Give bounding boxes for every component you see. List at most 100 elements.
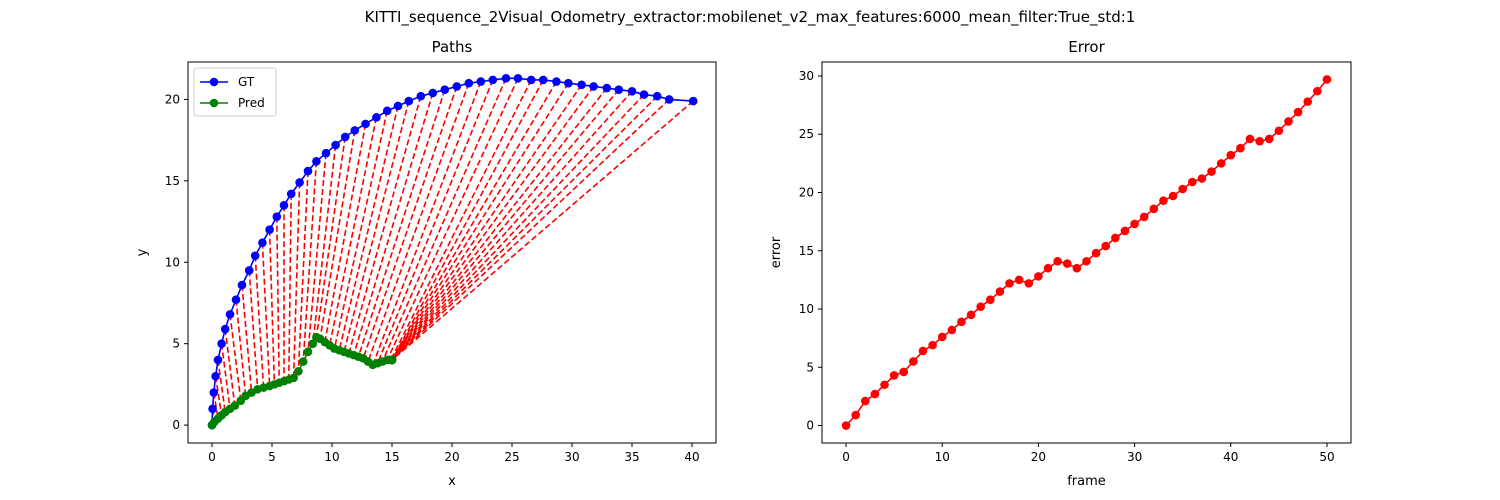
- error-point: [1014, 275, 1024, 285]
- error-point: [1178, 184, 1187, 194]
- gt-point: [250, 251, 260, 261]
- error-point: [1293, 107, 1303, 117]
- error-point: [928, 340, 937, 350]
- gt-point: [272, 212, 282, 221]
- y-tick-label: 25: [799, 127, 814, 141]
- error-connector-line: [376, 79, 494, 364]
- error-point: [1043, 263, 1053, 273]
- gt-point: [452, 82, 462, 91]
- gt-point: [464, 78, 474, 88]
- error-connector-line: [319, 130, 356, 339]
- error-point: [986, 295, 995, 304]
- error-connector-line: [381, 77, 507, 362]
- error-point: [1226, 150, 1236, 160]
- gt-point: [217, 339, 226, 348]
- gt-point: [589, 82, 598, 91]
- data-layer: [207, 73, 698, 430]
- gt-point: [303, 166, 313, 176]
- gt-point: [331, 140, 340, 150]
- gt-point: [614, 85, 624, 94]
- x-tick-label: 0: [208, 450, 216, 464]
- x-tick-label: 10: [324, 450, 339, 464]
- x-tick-label: 25: [504, 450, 519, 464]
- error-connector-line: [324, 123, 367, 343]
- gt-point: [237, 280, 247, 290]
- gt-point: [350, 126, 360, 135]
- gt-point: [577, 80, 586, 90]
- error-point: [889, 371, 899, 380]
- y-tick-label: 20: [799, 185, 814, 199]
- error-connector-line: [391, 100, 694, 361]
- error-point: [1053, 256, 1062, 266]
- error-connector-line: [235, 299, 247, 396]
- error-point: [1313, 86, 1322, 96]
- error-connector-line: [224, 328, 236, 406]
- error-connector-line: [229, 314, 242, 401]
- error-connector-line: [391, 79, 544, 361]
- gt-point: [428, 88, 438, 98]
- y-axis-label: error: [769, 236, 784, 268]
- data-layer: [841, 75, 1332, 430]
- y-tick-label: 0: [172, 418, 180, 432]
- gt-point: [538, 75, 548, 85]
- error-connector-line: [391, 89, 620, 361]
- pred-point: [298, 357, 308, 366]
- x-tick-label: 20: [1031, 450, 1046, 464]
- gt-point: [340, 132, 350, 142]
- plot-frame: [821, 61, 1352, 444]
- error-point: [1188, 177, 1197, 187]
- error-connector-line: [391, 94, 645, 361]
- x-tick-label: 50: [1319, 450, 1334, 464]
- error-point: [976, 302, 985, 311]
- error-point: [899, 367, 909, 377]
- error-point: [995, 287, 1005, 296]
- pred-point: [230, 401, 240, 410]
- gt-point: [639, 90, 649, 99]
- gt-point: [688, 96, 698, 106]
- y-tick-label: 10: [165, 255, 180, 269]
- error-connector-line: [391, 98, 670, 361]
- y-tick-label: 10: [799, 302, 814, 316]
- error-point: [1111, 233, 1120, 243]
- gt-point: [258, 238, 267, 248]
- gt-point: [488, 75, 498, 85]
- legend-label: GT: [238, 75, 255, 89]
- error-point: [1303, 97, 1313, 106]
- gt-point: [295, 178, 304, 187]
- error-point: [1236, 143, 1245, 153]
- error-point: [1274, 126, 1284, 136]
- error-point: [1159, 196, 1168, 205]
- gt-point: [393, 101, 403, 111]
- chart-title: Paths: [432, 38, 473, 56]
- x-axis-label: frame: [1067, 474, 1106, 489]
- x-tick-label: 0: [842, 450, 850, 464]
- error-point: [1062, 259, 1072, 268]
- error-connector-line: [391, 85, 595, 361]
- error-point: [851, 410, 860, 420]
- pred-point: [303, 347, 313, 357]
- error-point: [860, 396, 870, 406]
- x-tick-label: 40: [1223, 450, 1238, 464]
- legend-label: Pred: [238, 96, 265, 110]
- gt-point: [211, 371, 220, 381]
- error-connector-line: [390, 79, 532, 361]
- error-point: [1149, 204, 1159, 214]
- gt-point: [664, 95, 674, 104]
- gt-point: [552, 77, 561, 86]
- error-connector-line: [338, 105, 399, 351]
- error-point: [1216, 159, 1226, 168]
- gt-point: [501, 73, 511, 83]
- error-point: [966, 310, 976, 320]
- y-tick-label: 0: [806, 419, 814, 433]
- gt-point: [231, 295, 241, 305]
- x-tick-label: 15: [384, 450, 399, 464]
- gt-point: [361, 119, 370, 129]
- error-point: [1284, 117, 1293, 126]
- x-tick-label: 40: [684, 450, 699, 464]
- error-point: [1322, 75, 1332, 84]
- error-connector-line: [372, 81, 482, 366]
- gt-point: [416, 91, 426, 101]
- error-point: [918, 346, 928, 356]
- gt-point: [440, 85, 450, 94]
- gt-point: [265, 225, 274, 235]
